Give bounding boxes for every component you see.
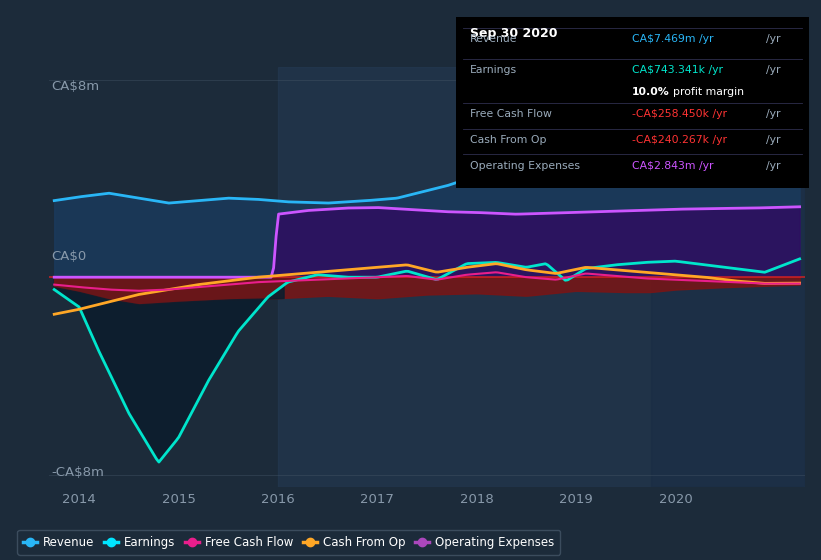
Text: /yr: /yr <box>766 109 781 119</box>
Text: /yr: /yr <box>766 161 781 170</box>
Legend: Revenue, Earnings, Free Cash Flow, Cash From Op, Operating Expenses: Revenue, Earnings, Free Cash Flow, Cash … <box>17 530 560 555</box>
Text: 10.0%: 10.0% <box>632 87 670 97</box>
Text: profit margin: profit margin <box>672 87 744 97</box>
Text: CA$0: CA$0 <box>52 250 87 263</box>
Text: CA$2.843m /yr: CA$2.843m /yr <box>632 161 713 170</box>
Text: -CA$8m: -CA$8m <box>52 466 104 479</box>
Text: CA$743.341k /yr: CA$743.341k /yr <box>632 65 723 75</box>
Text: Free Cash Flow: Free Cash Flow <box>470 109 552 119</box>
Bar <box>277 67 805 487</box>
Text: CA$8m: CA$8m <box>52 80 99 93</box>
Text: Operating Expenses: Operating Expenses <box>470 161 580 170</box>
Text: -CA$240.267k /yr: -CA$240.267k /yr <box>632 135 727 145</box>
Text: /yr: /yr <box>766 65 781 75</box>
Text: Cash From Op: Cash From Op <box>470 135 546 145</box>
Text: Revenue: Revenue <box>470 34 517 44</box>
Bar <box>650 67 805 487</box>
Text: /yr: /yr <box>766 135 781 145</box>
Text: Sep 30 2020: Sep 30 2020 <box>470 27 557 40</box>
Text: CA$7.469m /yr: CA$7.469m /yr <box>632 34 713 44</box>
Text: /yr: /yr <box>766 34 781 44</box>
Text: Earnings: Earnings <box>470 65 517 75</box>
Text: -CA$258.450k /yr: -CA$258.450k /yr <box>632 109 727 119</box>
